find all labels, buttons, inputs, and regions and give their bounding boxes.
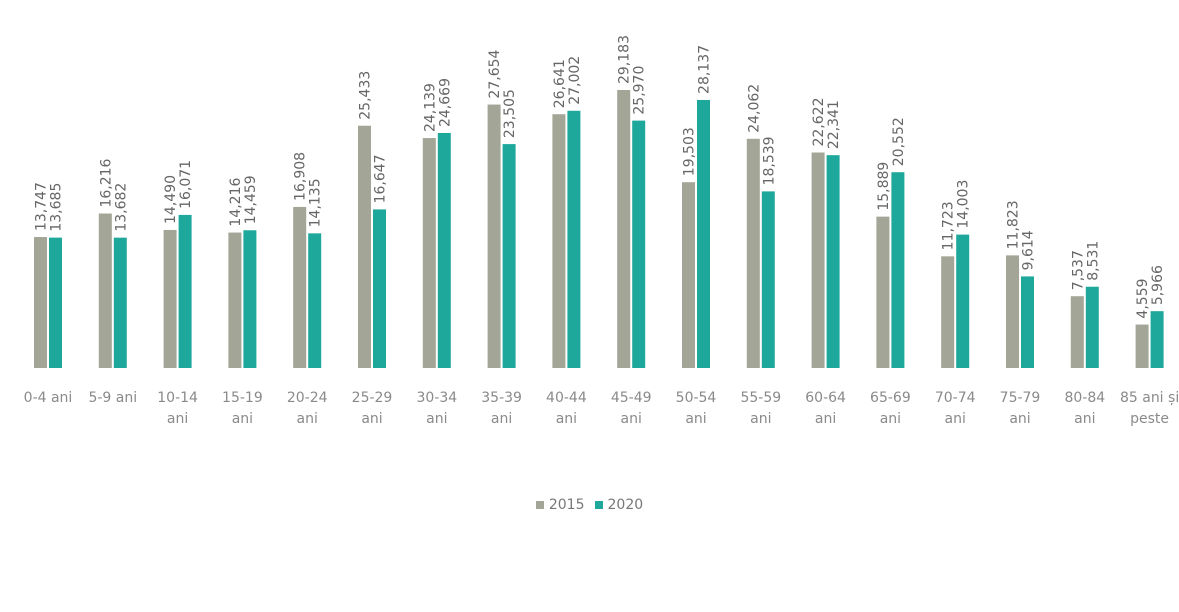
bar [697, 99, 710, 368]
bar [876, 216, 890, 368]
value-label: 5,966 [1150, 265, 1166, 305]
bar [113, 237, 127, 368]
value-label: 24,139 [422, 83, 438, 132]
value-label: 25,433 [358, 71, 374, 120]
legend-item: 2015 [535, 497, 585, 513]
value-label: 14,135 [308, 178, 324, 227]
x-tick-label: 35-39 ani [481, 390, 522, 427]
value-label: 18,539 [761, 136, 777, 185]
value-label: 27,654 [487, 49, 503, 98]
bar [826, 155, 840, 368]
bar [49, 237, 62, 368]
x-tick-label: 85 ani și peste [1119, 390, 1179, 427]
value-label: 8,531 [1085, 241, 1101, 281]
x-tick-label: 10-14 ani [157, 390, 198, 427]
value-label: 19,503 [682, 127, 698, 176]
x-tick-label: 20-24 ani [286, 390, 328, 427]
bar [437, 133, 451, 368]
x-tick-label: 0-4 ani [23, 390, 73, 406]
bar [163, 229, 177, 368]
x-tick-label: 75-79 ani [999, 390, 1041, 427]
value-label: 11,823 [1006, 200, 1022, 249]
legend-label: 2015 [548, 497, 585, 513]
bar [567, 110, 581, 368]
bar [34, 237, 47, 368]
bar [941, 256, 955, 368]
value-label: 14,459 [243, 175, 259, 224]
bar [682, 182, 695, 368]
legend-item: 2020 [594, 497, 644, 513]
x-tick-label: 80-84 ani [1064, 390, 1106, 427]
x-tick-label: 15-19 ani [222, 390, 263, 427]
value-label: 22,341 [826, 100, 842, 149]
bar [422, 138, 436, 368]
legend-swatch [535, 501, 544, 509]
bar [228, 232, 242, 368]
x-tick-label: 50-54 ani [675, 390, 717, 427]
value-label: 9,614 [1021, 230, 1037, 270]
bar [293, 206, 307, 368]
value-label: 14,003 [956, 180, 972, 229]
x-tick-label: 40-44 ani [546, 390, 587, 427]
value-label: 24,669 [437, 78, 453, 127]
bar [373, 209, 386, 368]
value-label: 22,622 [811, 98, 827, 147]
value-label: 7,537 [1070, 250, 1086, 290]
bar [811, 152, 825, 368]
x-tick-label: 55-59 ani [740, 390, 782, 427]
bar [956, 234, 970, 368]
value-label: 14,490 [163, 175, 179, 224]
bar [1070, 296, 1084, 368]
bar [552, 114, 566, 368]
bar [891, 172, 905, 368]
value-label: 13,747 [34, 182, 50, 231]
x-tick-label: 70-74 ani [934, 390, 976, 427]
bar [1135, 324, 1149, 368]
value-label: 4,559 [1135, 278, 1151, 318]
legend-swatch [594, 501, 603, 509]
bar [1021, 276, 1034, 368]
bar [1006, 255, 1019, 368]
bar [487, 104, 501, 368]
bar [761, 191, 775, 368]
value-label: 16,071 [178, 160, 194, 209]
bar [746, 138, 760, 368]
bar [358, 125, 371, 368]
x-tick-label: 30-34 ani [416, 390, 458, 427]
x-tick-label: 45-49 ani [610, 390, 652, 427]
bar [617, 90, 631, 368]
value-label: 13,682 [113, 183, 129, 232]
legend-label: 2020 [607, 497, 644, 513]
value-label: 27,002 [567, 56, 583, 105]
bar [632, 120, 646, 369]
bar [1150, 311, 1164, 368]
x-tick-label: 60-64 ani [805, 390, 846, 427]
bar [1085, 286, 1099, 368]
x-tick-label: 5-9 ani [88, 390, 138, 406]
value-label: 16,647 [373, 154, 389, 203]
value-label: 16,216 [98, 158, 114, 207]
value-label: 15,889 [876, 162, 892, 211]
bar [502, 144, 516, 368]
value-label: 28,137 [697, 45, 713, 94]
value-label: 20,552 [891, 117, 907, 166]
x-tick-label: 65-69 ani [870, 390, 911, 427]
x-tick-label: 25-29 ani [351, 390, 393, 427]
value-label: 24,062 [746, 84, 762, 133]
value-label: 29,183 [617, 35, 633, 84]
legend: 2015 2020 [0, 497, 1179, 513]
value-label: 11,723 [941, 201, 957, 250]
value-label: 23,505 [502, 89, 518, 138]
value-label: 25,970 [632, 66, 648, 115]
bar [178, 214, 192, 368]
bar [98, 213, 112, 368]
value-label: 14,216 [228, 177, 244, 226]
bar [308, 233, 322, 368]
value-label: 16,908 [293, 152, 309, 201]
bar [243, 230, 257, 368]
value-label: 26,641 [552, 59, 568, 108]
value-label: 13,685 [49, 183, 65, 232]
